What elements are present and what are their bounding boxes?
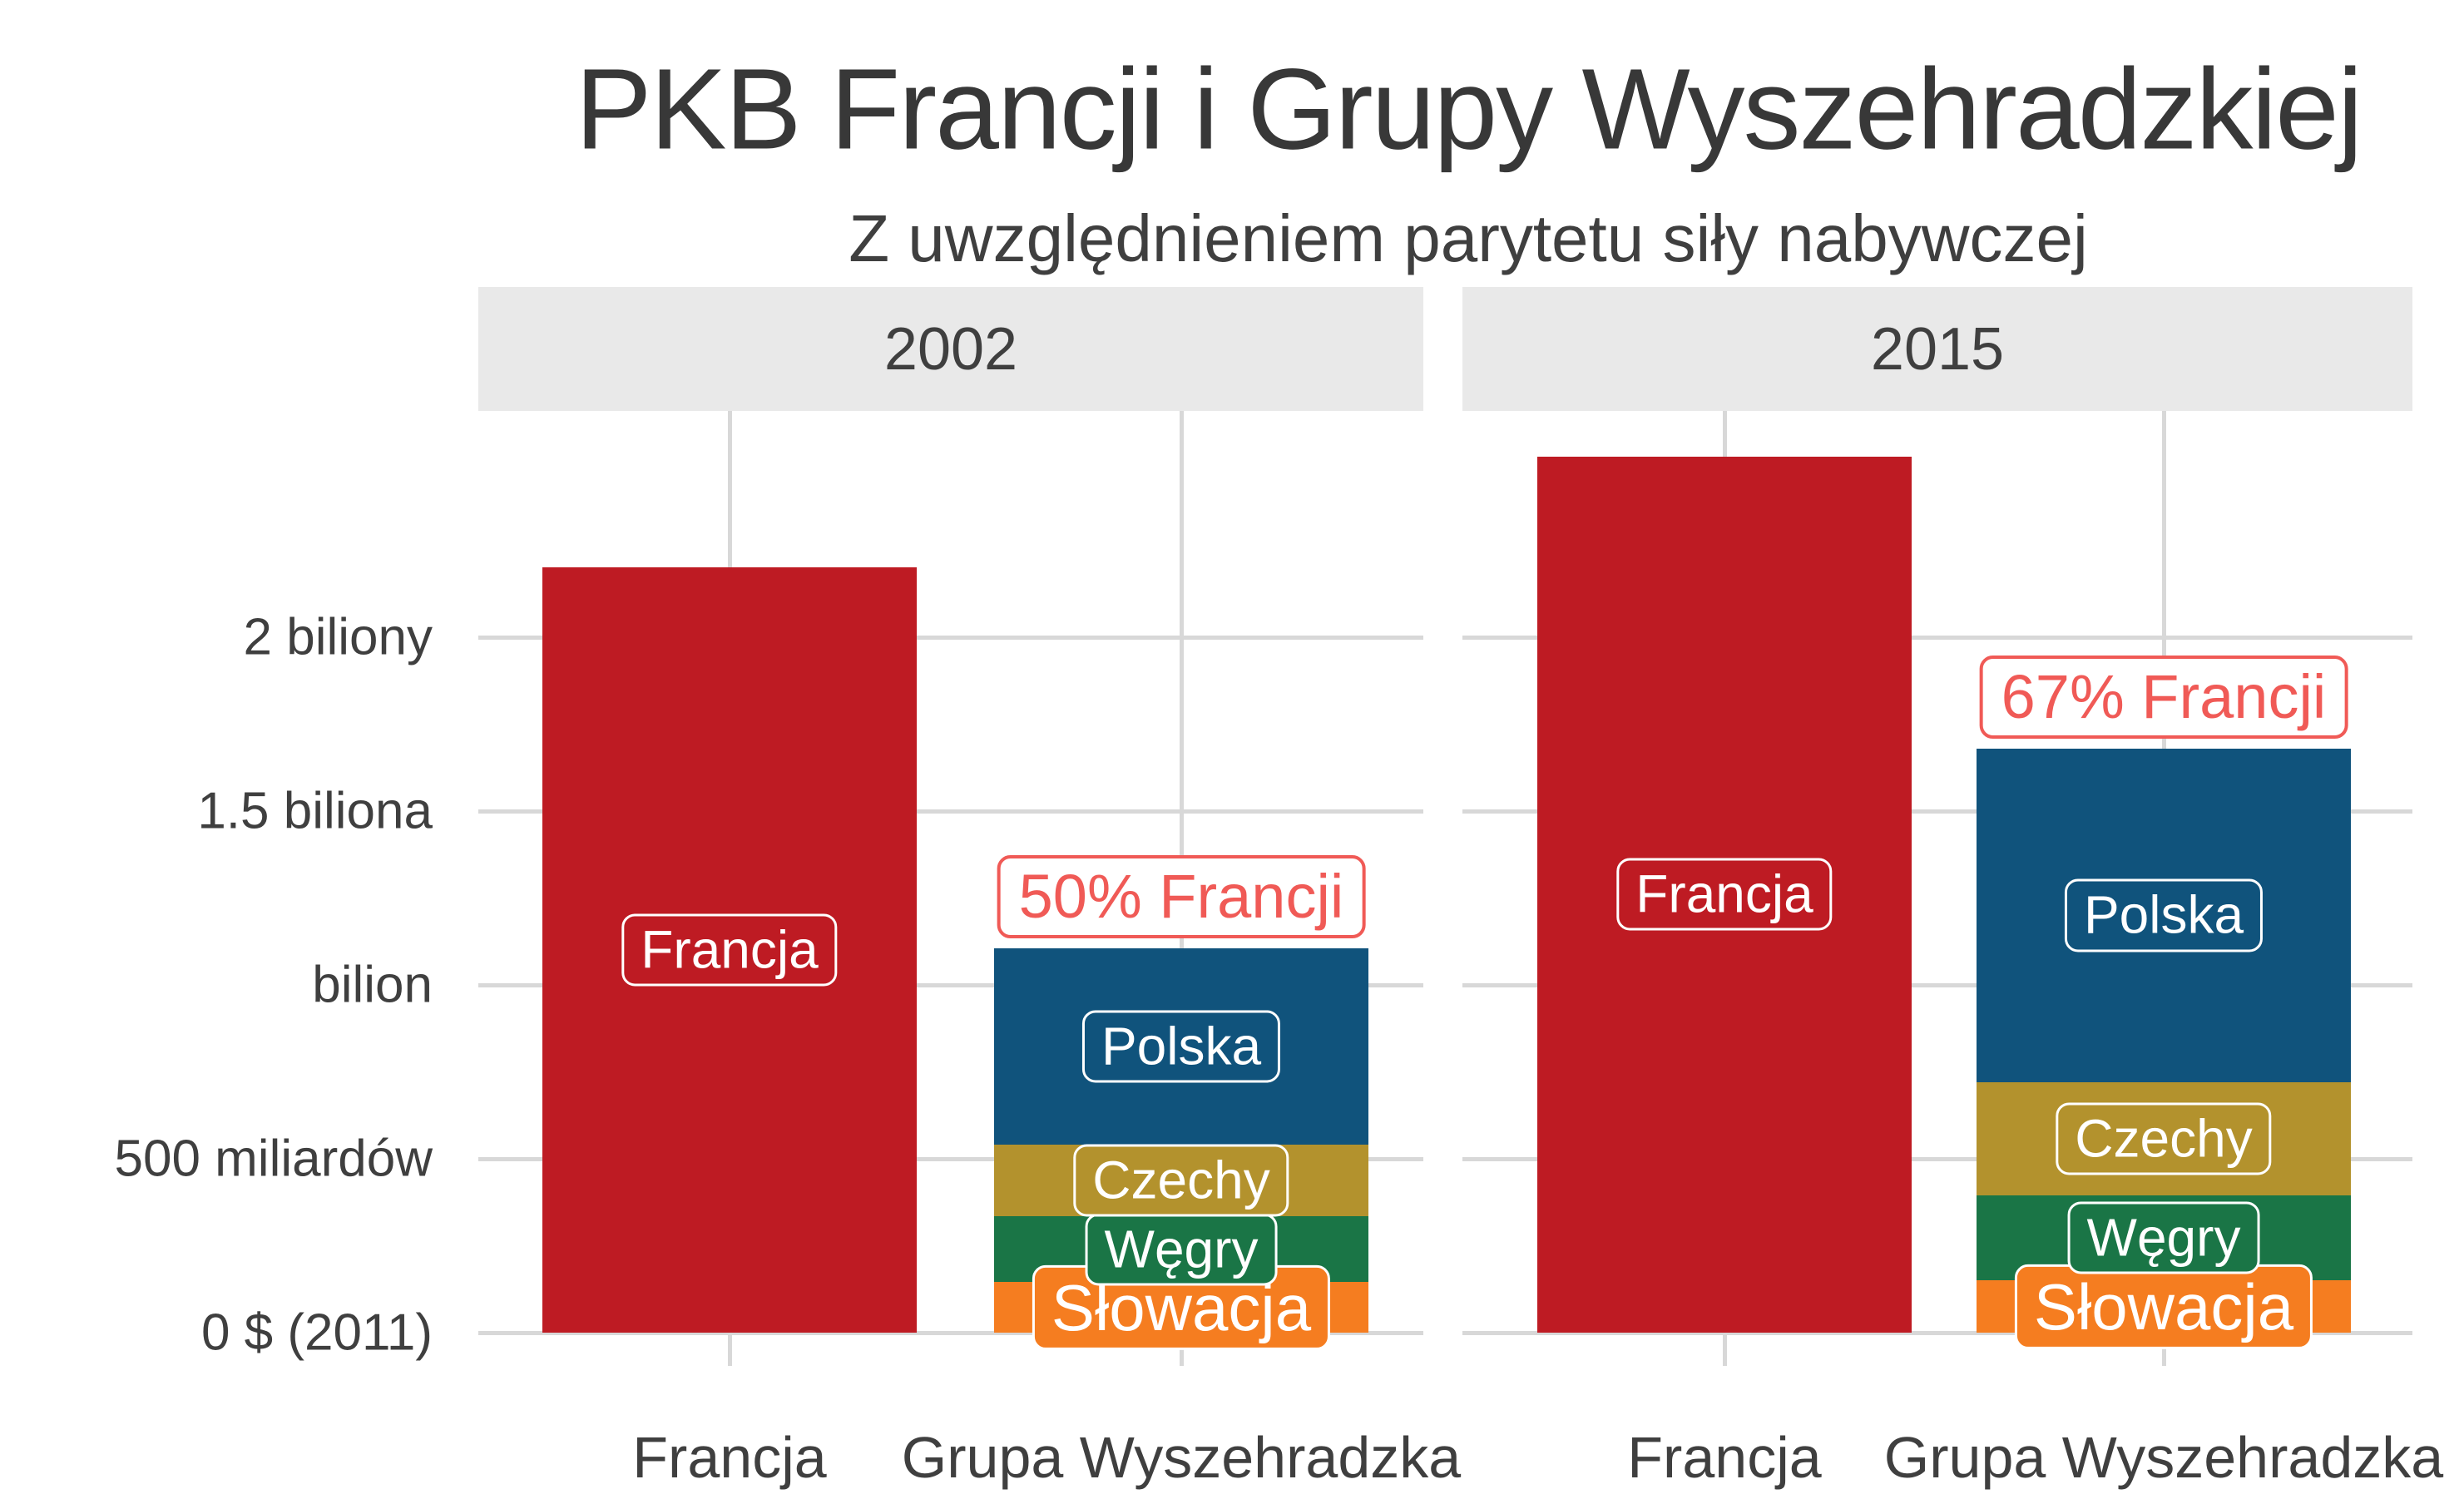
- y-axis-tick-label: 500 miliardów: [114, 1130, 433, 1188]
- bar-label-czechy: Czechy: [1073, 1144, 1289, 1217]
- gridline-h: [478, 1330, 1423, 1335]
- facet-strip-label-2002: 2002: [883, 315, 1018, 383]
- gridline-h: [1462, 1156, 2412, 1161]
- bar-label-francja: Francja: [621, 913, 838, 987]
- gridline-h: [478, 809, 1423, 814]
- bar-label-polska: Polska: [1081, 1010, 1281, 1083]
- chart-title: PKB Francji i Grupy Wyszehradzkiej: [575, 45, 2363, 174]
- y-axis-tick-label: 0 $ (2011): [200, 1304, 433, 1362]
- gridline-h: [1462, 982, 2412, 987]
- gridline-h: [478, 1156, 1423, 1161]
- y-axis-tick-label: bilion: [312, 956, 433, 1014]
- x-axis-category-label: Grupa Wyszehradzka: [901, 1425, 1462, 1490]
- gridline-h: [478, 635, 1423, 640]
- x-axis-tick: [2161, 1333, 2166, 1366]
- x-axis-tick: [1722, 1333, 1727, 1366]
- y-axis-tick-label: 2 biliony: [243, 608, 433, 666]
- bar-label-wegry: Węgry: [2067, 1201, 2260, 1274]
- annotation-50pct-francji: 50% Francji: [997, 855, 1366, 939]
- gridline-h: [1462, 1330, 2412, 1335]
- bar-label-polska: Polska: [2064, 878, 2264, 952]
- facet-strip-2015: [1462, 287, 2412, 411]
- x-axis-tick: [727, 1333, 732, 1366]
- gridline-h: [1462, 809, 2412, 814]
- x-axis-category-label: Grupa Wyszehradzka: [1883, 1425, 2444, 1490]
- bar-label-slowacja: Słowacja: [2014, 1264, 2313, 1349]
- bar-label-czechy: Czechy: [2056, 1102, 2272, 1175]
- facet-strip-2002: [478, 287, 1423, 411]
- bar-label-wegry: Węgry: [1085, 1213, 1278, 1286]
- x-axis-category-label: Francja: [1627, 1425, 1822, 1490]
- x-axis-category-label: Francja: [632, 1425, 827, 1490]
- facet-strip-label-2015: 2015: [1870, 315, 2005, 383]
- chart-subtitle: Z uwzględnieniem parytetu siły nabywczej: [849, 201, 2088, 275]
- annotation-67pct-francji: 67% Francji: [1979, 655, 2348, 739]
- bar-label-francja: Francja: [1616, 858, 1833, 931]
- gridline-h: [1462, 635, 2412, 640]
- y-axis-tick-label: 1.5 biliona: [197, 782, 433, 840]
- gridline-h: [478, 982, 1423, 987]
